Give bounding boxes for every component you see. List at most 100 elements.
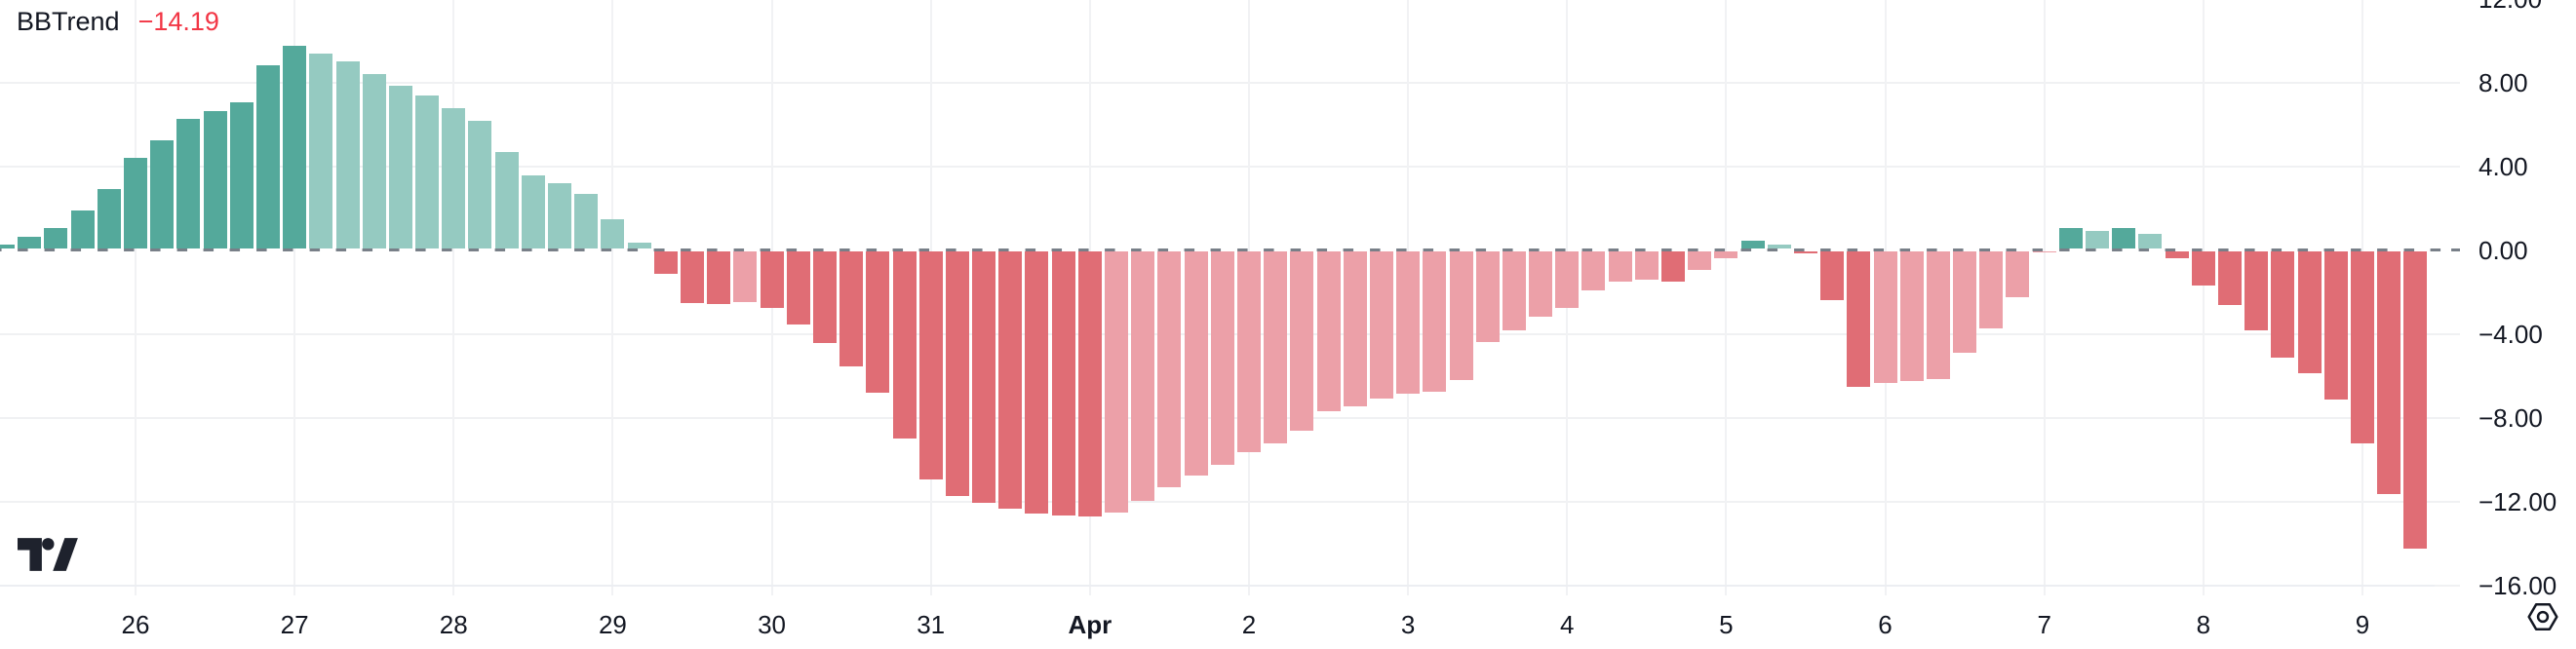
histogram-bar bbox=[2058, 228, 2083, 249]
tradingview-logo[interactable] bbox=[18, 538, 80, 576]
price-axis-label: −12.00 bbox=[2478, 486, 2557, 516]
histogram-bar bbox=[733, 250, 758, 303]
histogram-bar bbox=[945, 250, 969, 497]
time-axis-label: 9 bbox=[2355, 610, 2370, 639]
histogram-bar bbox=[1025, 250, 1049, 515]
histogram-bar bbox=[203, 111, 227, 249]
histogram-bar bbox=[601, 219, 625, 249]
histogram-bar bbox=[468, 121, 492, 249]
histogram-bar bbox=[2297, 250, 2322, 374]
time-axis-label: 2 bbox=[1241, 610, 1257, 639]
histogram-bar bbox=[176, 119, 201, 249]
histogram-bar bbox=[680, 250, 704, 304]
histogram-bar bbox=[18, 236, 42, 249]
histogram-bar bbox=[0, 244, 16, 249]
histogram-bar bbox=[627, 243, 651, 249]
time-axis-separator bbox=[0, 585, 2435, 587]
histogram-bar bbox=[283, 45, 307, 249]
histogram-bar bbox=[362, 73, 386, 249]
histogram-bar bbox=[2244, 250, 2269, 330]
histogram-bar bbox=[2271, 250, 2295, 359]
histogram-bar bbox=[786, 250, 810, 324]
histogram-bar bbox=[548, 182, 572, 249]
histogram-bar bbox=[839, 250, 864, 366]
histogram-bar bbox=[1077, 250, 1102, 517]
time-axis-label: 4 bbox=[1560, 610, 1575, 639]
time-axis-label: 27 bbox=[280, 610, 309, 639]
histogram-bar bbox=[1529, 250, 1553, 317]
histogram-bar bbox=[255, 65, 280, 249]
histogram-bar bbox=[1264, 250, 1288, 444]
price-axis-label: 0.00 bbox=[2478, 235, 2528, 265]
histogram-bar bbox=[388, 85, 412, 249]
histogram-bar bbox=[2086, 230, 2110, 249]
histogram-bar bbox=[442, 107, 466, 249]
indicator-title[interactable]: BBTrend bbox=[17, 7, 120, 36]
histogram-bar bbox=[2323, 250, 2348, 401]
histogram-bar bbox=[124, 158, 147, 249]
histogram-bar bbox=[1105, 250, 1129, 514]
zero-baseline bbox=[0, 248, 2460, 251]
time-axis-label: 6 bbox=[1878, 610, 1893, 639]
histogram-bar bbox=[1634, 250, 1659, 281]
histogram-bar bbox=[707, 250, 731, 304]
histogram-bar bbox=[1475, 250, 1500, 343]
histogram-bar bbox=[1979, 250, 2004, 329]
time-axis-label: 3 bbox=[1400, 610, 1416, 639]
histogram-bar bbox=[97, 188, 121, 249]
histogram-bar bbox=[574, 193, 599, 249]
histogram-bar bbox=[2138, 234, 2163, 249]
histogram-bar bbox=[1157, 250, 1182, 488]
histogram-bar bbox=[1714, 250, 1738, 258]
vertical-gridline bbox=[1725, 0, 1728, 595]
vertical-gridline bbox=[293, 0, 296, 595]
histogram-bar bbox=[2218, 250, 2242, 306]
horizontal-gridline bbox=[0, 81, 2460, 84]
histogram-bar bbox=[1847, 250, 1871, 388]
indicator-legend: BBTrend −14.19 bbox=[17, 5, 219, 38]
histogram-bar bbox=[918, 250, 943, 479]
histogram-bar bbox=[2377, 250, 2401, 494]
histogram-bar bbox=[1767, 244, 1791, 249]
histogram-bar bbox=[309, 54, 333, 249]
price-axis-label: −8.00 bbox=[2478, 402, 2543, 433]
histogram-bar bbox=[2403, 250, 2428, 549]
time-axis-label: 7 bbox=[2037, 610, 2051, 639]
histogram-bar bbox=[1396, 250, 1421, 394]
histogram-bar bbox=[1184, 250, 1208, 476]
histogram-bar bbox=[1343, 250, 1367, 406]
histogram-bar bbox=[1502, 250, 1526, 330]
chart-pane[interactable] bbox=[0, 0, 2435, 585]
vertical-gridline bbox=[2202, 0, 2205, 595]
histogram-bar bbox=[1688, 250, 1712, 271]
vertical-gridline bbox=[452, 0, 455, 595]
price-axis-label: 8.00 bbox=[2478, 67, 2528, 97]
vertical-gridline bbox=[2043, 0, 2046, 595]
histogram-bar bbox=[1873, 250, 1897, 383]
histogram-bar bbox=[1131, 250, 1155, 502]
histogram-bar bbox=[44, 227, 68, 249]
histogram-bar bbox=[229, 102, 254, 249]
histogram-bar bbox=[1369, 250, 1393, 400]
histogram-bar bbox=[653, 250, 678, 275]
histogram-bar bbox=[1926, 250, 1950, 379]
histogram-bar bbox=[1581, 250, 1606, 290]
vertical-gridline bbox=[135, 0, 137, 595]
histogram-bar bbox=[1236, 250, 1261, 452]
indicator-value: −14.19 bbox=[137, 7, 219, 36]
settings-icon[interactable] bbox=[2527, 602, 2558, 631]
histogram-bar bbox=[1316, 250, 1341, 411]
time-axis-label: Apr bbox=[1068, 610, 1112, 639]
histogram-bar bbox=[494, 151, 519, 249]
histogram-bar bbox=[70, 210, 95, 249]
histogram-bar bbox=[2032, 250, 2056, 252]
histogram-bar bbox=[812, 250, 837, 344]
time-axis-label: 31 bbox=[917, 610, 946, 639]
histogram-bar bbox=[150, 140, 175, 249]
histogram-bar bbox=[1449, 250, 1473, 380]
histogram-bar bbox=[1793, 250, 1817, 253]
histogram-bar bbox=[2112, 228, 2136, 249]
horizontal-gridline bbox=[0, 165, 2460, 168]
vertical-gridline bbox=[611, 0, 614, 595]
